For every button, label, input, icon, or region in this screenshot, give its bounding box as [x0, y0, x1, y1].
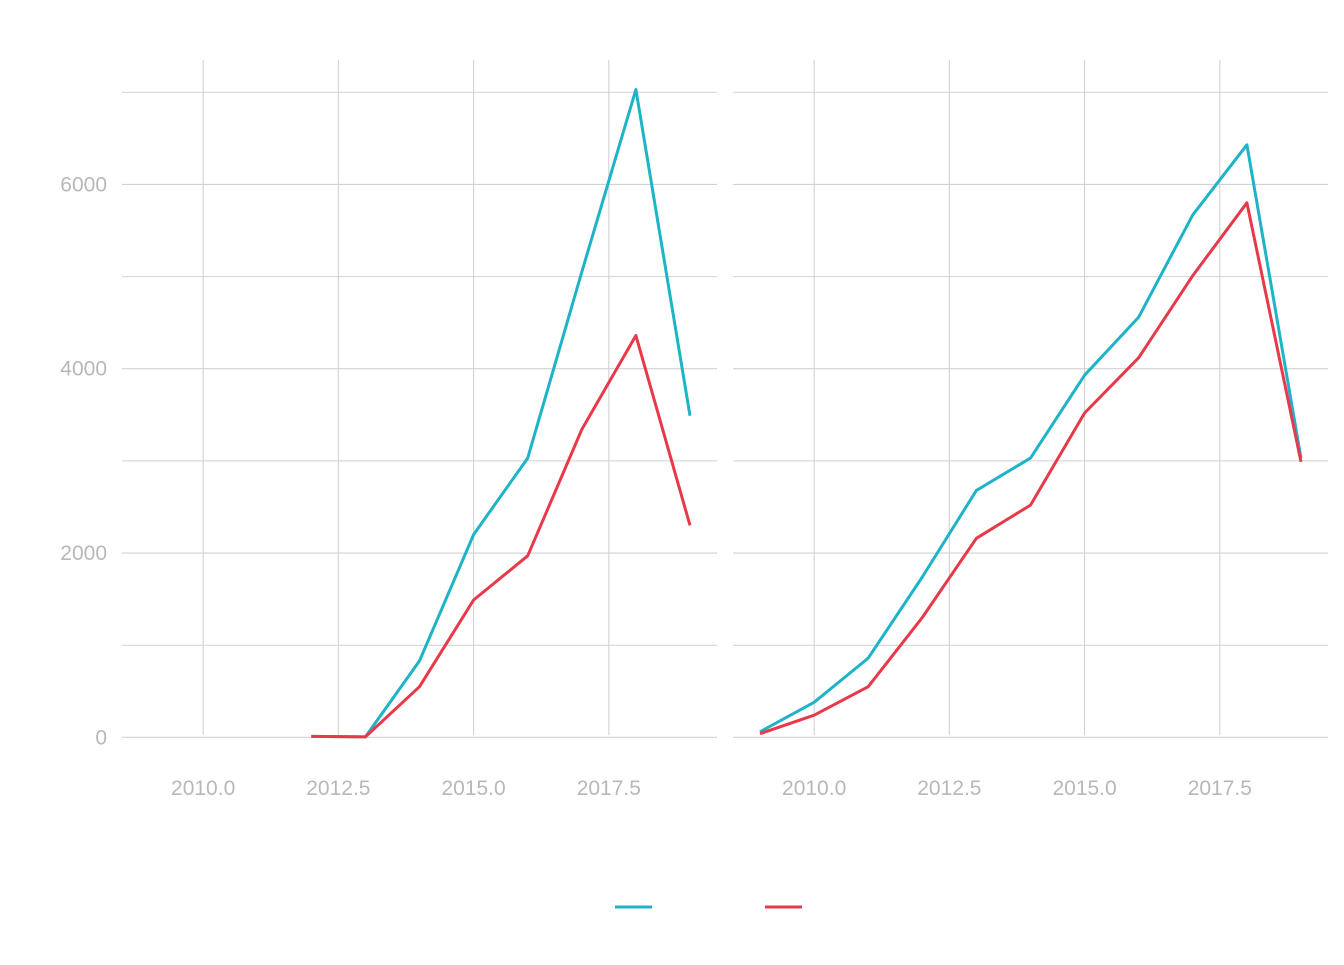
x-tick-label: 2015.0 [1052, 777, 1116, 800]
x-tick-label: 2017.5 [577, 777, 641, 800]
x-tick-label: 2012.5 [917, 777, 981, 800]
y-tick-label: 4000 [60, 358, 107, 381]
chart-panel-2: 2010.0 2012.5 2015.0 2017.5 [733, 60, 1328, 800]
y-tick-label: 6000 [60, 173, 107, 196]
x-tick-label: 2012.5 [306, 777, 370, 800]
chart-panel-1: 2010.0 2012.5 2015.0 2017.5 0 2000 4000 6000 [60, 60, 717, 800]
series-line-1 [759, 143, 1303, 734]
x-tick-label: 2010.0 [782, 777, 846, 800]
x-tick-label: 2010.0 [171, 777, 235, 800]
y-tick-label: 0 [95, 726, 107, 749]
y-tick-label: 2000 [60, 542, 107, 565]
x-tick-label: 2017.5 [1188, 777, 1252, 800]
x-tick-label: 2015.0 [441, 777, 505, 800]
series-line-2 [311, 334, 692, 739]
series-line-2 [759, 201, 1303, 736]
series-line-1 [311, 88, 692, 739]
